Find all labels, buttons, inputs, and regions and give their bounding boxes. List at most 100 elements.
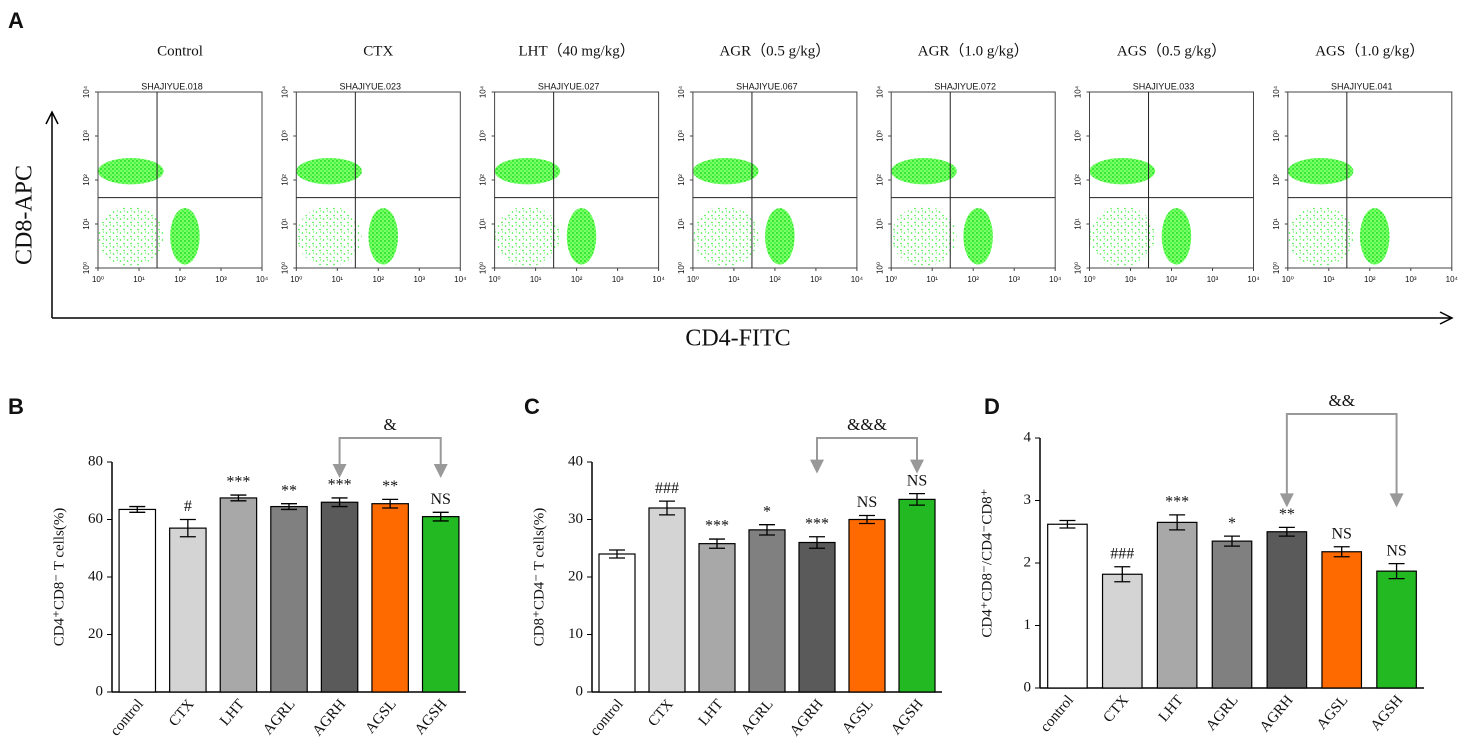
y-tick-label: 2 <box>1024 554 1032 570</box>
panel-label: D <box>984 394 1000 419</box>
y-tick-label: 10¹ <box>677 218 686 230</box>
x-tick-label: AGRH <box>1257 692 1297 735</box>
y-tick-label: 10³ <box>1074 130 1083 142</box>
x-tick-label: 10² <box>967 275 979 284</box>
bar <box>598 553 636 693</box>
cell-cluster <box>368 208 398 265</box>
y-tick-label: 60 <box>88 511 103 527</box>
x-tick-label: AGRL <box>738 696 777 738</box>
x-tick-label: 10⁰ <box>489 275 501 284</box>
x-tick-label: 10⁰ <box>290 275 302 284</box>
x-tick-label: 10¹ <box>728 275 740 284</box>
error-bar <box>230 494 247 502</box>
y-tick-label: 10⁰ <box>479 262 488 274</box>
y-axis-label: CD4⁺CD8⁻/CD4⁻CD8⁺ <box>979 488 995 637</box>
panel-label: B <box>8 394 24 419</box>
cell-cluster <box>1089 206 1156 267</box>
cell-cluster <box>692 158 759 185</box>
y-tick-label: 20 <box>88 626 103 642</box>
significance-label: *** <box>705 518 729 535</box>
error-bar <box>809 536 825 549</box>
plot-title: AGS（1.0 g/kg） <box>1315 42 1424 59</box>
significance-label: ### <box>1110 545 1134 562</box>
bar <box>648 507 686 693</box>
y-tick-label: 10³ <box>875 130 884 142</box>
x-tick-label: 10¹ <box>1125 275 1137 284</box>
comparison-bracket <box>338 437 442 468</box>
y-tick-label: 30 <box>568 511 583 527</box>
x-tick-label: 10² <box>1364 275 1376 284</box>
x-tick-label: 10³ <box>1207 275 1219 284</box>
error-bar <box>1169 514 1186 531</box>
y-tick-label: 10² <box>1272 174 1281 186</box>
error-bar <box>659 500 675 516</box>
error-bar <box>382 498 399 509</box>
x-tick-label: 10² <box>571 275 583 284</box>
x-tick-label: AGRH <box>787 696 827 739</box>
error-bar <box>709 538 725 549</box>
bar <box>748 529 786 693</box>
cell-cluster <box>170 208 200 265</box>
error-bar <box>859 514 875 525</box>
bar <box>169 527 207 693</box>
error-bar <box>1224 535 1240 547</box>
x-tick-label: CTX <box>1100 692 1132 725</box>
x-tick-label: 10³ <box>414 275 426 284</box>
sample-id: SHAJIYUE.072 <box>934 81 996 91</box>
significance-label: NS <box>857 494 877 511</box>
x-tick-label: 10⁴ <box>1247 275 1260 284</box>
axis-arrow <box>45 110 59 318</box>
cell-cluster <box>891 158 957 185</box>
error-bar <box>129 505 146 513</box>
bar <box>1376 570 1417 689</box>
y-tick-label: 40 <box>568 453 583 469</box>
y-tick-label: 10⁴ <box>1272 85 1281 98</box>
bar <box>421 516 460 693</box>
y-tick-label: 1 <box>1024 617 1032 633</box>
x-tick-label: LHT <box>696 696 727 729</box>
y-tick-label: 10³ <box>82 130 91 142</box>
x-tick-label: 10⁰ <box>687 275 699 284</box>
sample-id: SHAJIYUE.018 <box>141 81 203 91</box>
y-tick-label: 10⁴ <box>82 85 91 98</box>
x-tick-label: 10³ <box>612 275 624 284</box>
cell-cluster <box>1359 208 1390 265</box>
x-tick-label: LHT <box>217 696 248 729</box>
significance-label: *** <box>805 515 829 532</box>
bar <box>320 501 359 693</box>
x-tick-label: 10¹ <box>133 275 145 284</box>
plot-title: AGS（0.5 g/kg） <box>1117 42 1226 59</box>
x-tick-label: 10¹ <box>926 275 938 284</box>
y-tick-label: 0 <box>96 683 104 699</box>
bar <box>219 497 258 693</box>
y-tick-label: 10² <box>677 174 686 186</box>
comparison-arrowhead <box>910 459 924 474</box>
cell-cluster <box>1287 206 1354 267</box>
error-bar <box>1333 546 1350 558</box>
x-tick-label: AGRL <box>1203 692 1242 734</box>
y-axis-label: CD8-APC <box>12 165 38 265</box>
sample-id: SHAJIYUE.067 <box>736 81 798 91</box>
cell-cluster <box>98 206 164 267</box>
x-tick-label: AGRL <box>260 696 299 738</box>
y-tick-label: 10⁰ <box>280 262 289 274</box>
x-axis-label: CD4-FITC <box>685 326 790 352</box>
comparison-label: &&& <box>847 415 887 434</box>
y-tick-label: 10⁰ <box>1272 262 1281 274</box>
y-tick-label: 0 <box>1024 679 1032 695</box>
x-tick-label: 10⁰ <box>1282 275 1294 284</box>
bar <box>848 518 886 693</box>
error-bar <box>179 518 196 538</box>
x-tick-label: AGSL <box>1314 692 1351 732</box>
x-tick-label: control <box>587 696 627 739</box>
error-bar <box>281 503 297 511</box>
y-tick-label: 10⁴ <box>1074 85 1083 98</box>
comparison-label: & <box>384 415 397 434</box>
y-tick-label: 10² <box>82 174 91 186</box>
bar <box>1101 573 1143 689</box>
sample-id: SHAJIYUE.041 <box>1331 81 1393 91</box>
comparison-bracket <box>816 437 918 464</box>
comparison-bracket <box>1285 413 1398 498</box>
bar <box>1047 523 1088 689</box>
